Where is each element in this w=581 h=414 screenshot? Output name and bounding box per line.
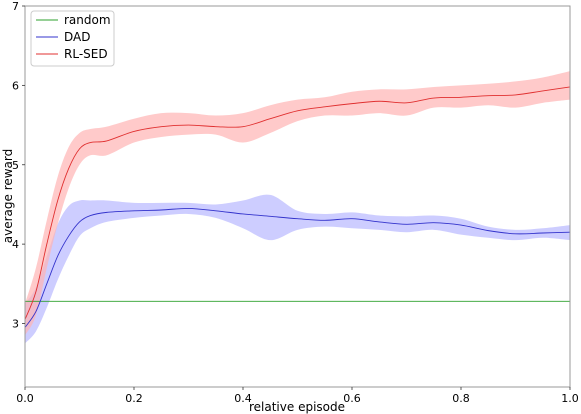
plot-background <box>25 6 570 387</box>
y-axis-label: average reward <box>1 149 15 244</box>
dad-series-line <box>24 207 571 328</box>
legend-label-random: random <box>64 13 111 27</box>
rl-sed-series-line <box>24 86 571 320</box>
legend: random DAD RL-SED <box>30 10 115 67</box>
x-axis-ticks: 0.0 0.2 0.4 0.6 0.8 1.0 <box>16 387 579 405</box>
plot-frame <box>24 5 571 388</box>
y-tick-label: 3 <box>12 318 19 331</box>
x-tick-label: 0.4 <box>234 392 252 405</box>
x-tick-label: 0.6 <box>343 392 361 405</box>
series-lines <box>24 86 571 328</box>
y-tick-label: 5 <box>12 159 19 172</box>
y-axis-ticks: 3 4 5 6 7 <box>12 0 25 331</box>
x-tick-label: 1.0 <box>561 392 579 405</box>
y-tick-label: 7 <box>12 0 19 13</box>
x-tick-label: 0.8 <box>452 392 470 405</box>
x-tick-label: 0.0 <box>16 392 34 405</box>
legend-box <box>30 10 115 67</box>
y-tick-label: 4 <box>12 238 19 251</box>
legend-label-dad: DAD <box>64 30 90 44</box>
x-axis-label: relative episode <box>249 400 345 414</box>
x-tick-label: 0.2 <box>125 392 143 405</box>
y-tick-label: 6 <box>12 79 19 92</box>
dad-confidence-band <box>25 194 570 344</box>
rl-sed-confidence-band <box>25 71 570 336</box>
confidence-bands <box>25 71 570 344</box>
legend-label-rl-sed: RL-SED <box>64 47 108 61</box>
